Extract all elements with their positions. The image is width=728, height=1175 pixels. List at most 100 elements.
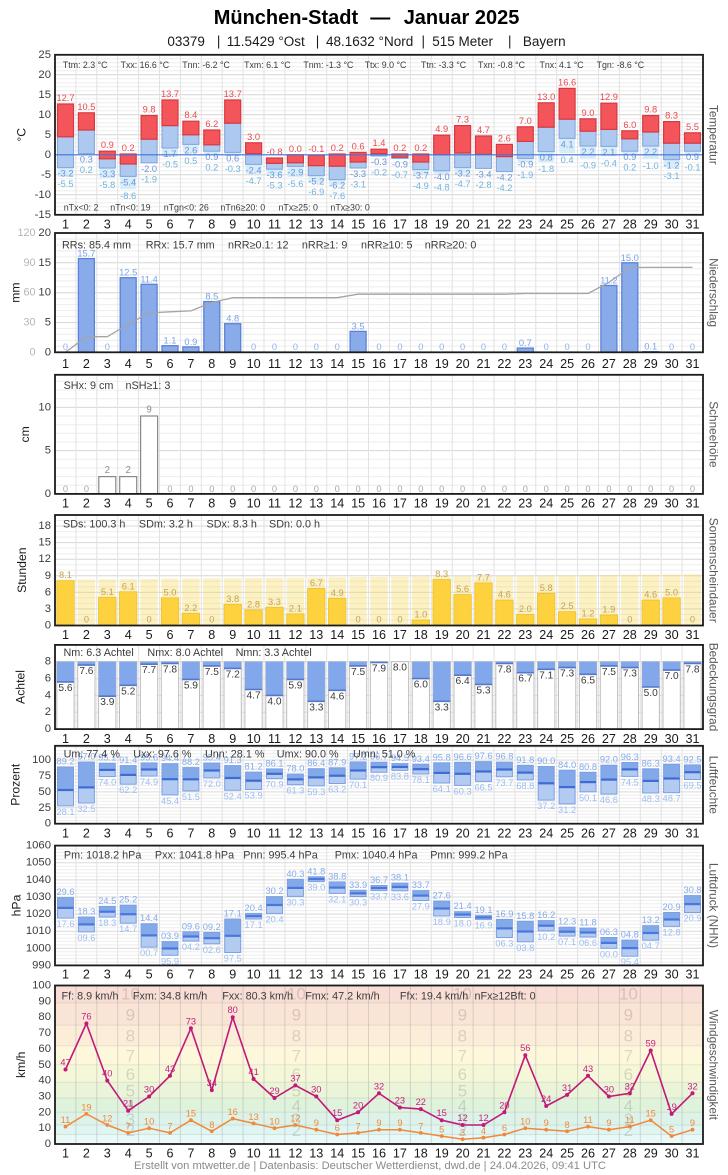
svg-text:48.1632 °Nord: 48.1632 °Nord — [326, 34, 413, 49]
svg-text:2: 2 — [83, 628, 90, 642]
svg-text:9: 9 — [292, 1005, 301, 1024]
svg-text:1: 1 — [62, 628, 69, 642]
svg-text:2: 2 — [83, 496, 90, 510]
svg-text:73.7: 73.7 — [495, 778, 513, 788]
svg-text:München-Stadt: München-Stadt — [214, 7, 359, 29]
svg-text:21: 21 — [476, 968, 490, 982]
svg-text:4.7: 4.7 — [477, 125, 490, 135]
svg-text:6.1: 6.1 — [122, 581, 135, 591]
svg-text:3: 3 — [45, 603, 51, 615]
svg-text:89.2: 89.2 — [56, 757, 74, 767]
svg-text:18.3: 18.3 — [77, 907, 95, 917]
svg-text:94.4: 94.4 — [161, 753, 179, 763]
svg-text:33.7: 33.7 — [412, 880, 430, 890]
svg-text:6: 6 — [502, 1123, 507, 1133]
svg-text:2.1: 2.1 — [602, 147, 615, 157]
svg-text:4: 4 — [126, 1097, 135, 1116]
svg-text:91.4: 91.4 — [119, 755, 137, 765]
svg-text:Bedeckungsgrad: Bedeckungsgrad — [707, 643, 721, 732]
svg-text:14.4: 14.4 — [140, 913, 158, 923]
svg-text:0.6: 0.6 — [352, 141, 365, 151]
svg-text:2: 2 — [126, 465, 131, 476]
svg-text:78.1: 78.1 — [412, 775, 430, 785]
svg-text:0: 0 — [376, 484, 381, 494]
svg-text:6.7: 6.7 — [518, 674, 532, 685]
svg-text:3: 3 — [104, 827, 111, 841]
svg-text:27: 27 — [602, 968, 616, 982]
svg-text:8: 8 — [45, 656, 51, 668]
svg-text:23: 23 — [518, 628, 532, 642]
svg-text:12.9: 12.9 — [600, 92, 618, 102]
svg-text:26: 26 — [581, 732, 595, 746]
svg-text:0: 0 — [690, 342, 695, 352]
svg-text:8.1: 8.1 — [59, 570, 72, 580]
svg-text:6: 6 — [292, 1065, 301, 1084]
svg-text:40: 40 — [38, 1075, 51, 1087]
svg-text:23: 23 — [518, 1146, 532, 1160]
svg-text:12: 12 — [288, 1146, 302, 1160]
svg-text:13: 13 — [309, 827, 323, 841]
svg-text:60: 60 — [38, 1043, 51, 1055]
svg-text:0: 0 — [167, 484, 172, 494]
svg-text:31: 31 — [685, 827, 699, 841]
svg-text:-0.3: -0.3 — [371, 157, 387, 167]
svg-text:25: 25 — [560, 732, 574, 746]
svg-text:70: 70 — [38, 1027, 51, 1039]
svg-text:14: 14 — [330, 1146, 344, 1160]
svg-text:30: 30 — [665, 217, 679, 231]
svg-text:4: 4 — [292, 1097, 301, 1116]
svg-text:18: 18 — [414, 827, 428, 841]
svg-text:0: 0 — [502, 484, 507, 494]
svg-text:40: 40 — [102, 1069, 112, 1079]
svg-text:0: 0 — [293, 484, 298, 494]
svg-text:8: 8 — [208, 1146, 215, 1160]
svg-text:Niederschlag: Niederschlag — [707, 258, 721, 327]
svg-text:59.3: 59.3 — [307, 787, 325, 797]
svg-text:22: 22 — [416, 1097, 426, 1107]
svg-text:96.3: 96.3 — [621, 752, 639, 762]
svg-text:25: 25 — [560, 217, 574, 231]
svg-text:0: 0 — [439, 342, 444, 352]
svg-text:5: 5 — [146, 217, 153, 231]
svg-text:11: 11 — [268, 1146, 281, 1160]
svg-text:4: 4 — [125, 217, 132, 231]
svg-text:17.1: 17.1 — [245, 920, 263, 930]
svg-text:Ff: 8.9 km/h: Ff: 8.9 km/h — [62, 991, 119, 1003]
svg-text:95.4: 95.4 — [621, 957, 639, 967]
svg-text:nTx<0: 2: nTx<0: 2 — [64, 203, 99, 213]
svg-text:17: 17 — [393, 827, 407, 841]
svg-text:990: 990 — [32, 959, 51, 971]
svg-text:30: 30 — [311, 1085, 321, 1095]
svg-text:0: 0 — [502, 342, 507, 352]
svg-text:9: 9 — [229, 732, 236, 746]
svg-text:90: 90 — [38, 995, 51, 1007]
svg-text:19: 19 — [435, 357, 449, 371]
svg-text:12: 12 — [102, 1114, 112, 1124]
svg-text:40.3: 40.3 — [286, 869, 304, 879]
svg-text:00.0: 00.0 — [600, 949, 618, 959]
svg-text:-3.4: -3.4 — [475, 169, 491, 179]
svg-text:Fmx: 47.2 km/h: Fmx: 47.2 km/h — [305, 991, 379, 1003]
svg-text:15: 15 — [38, 537, 51, 549]
svg-text:-0.2: -0.2 — [371, 168, 387, 178]
svg-text:11: 11 — [268, 357, 281, 371]
svg-text:83.8: 83.8 — [391, 771, 409, 781]
svg-text:68.8: 68.8 — [516, 781, 534, 791]
svg-text:3: 3 — [624, 1110, 633, 1129]
svg-text:10: 10 — [247, 496, 261, 510]
svg-text:-0.1: -0.1 — [308, 144, 324, 154]
svg-text:0: 0 — [45, 723, 51, 735]
svg-text:22: 22 — [497, 357, 511, 371]
svg-text:30: 30 — [665, 496, 679, 510]
svg-text:Txn: -0.8 °C: Txn: -0.8 °C — [478, 60, 526, 70]
svg-text:4: 4 — [125, 357, 132, 371]
svg-text:28: 28 — [623, 1146, 637, 1160]
svg-text:97.0: 97.0 — [77, 752, 95, 762]
svg-text:19: 19 — [435, 968, 449, 982]
svg-text:6: 6 — [624, 1065, 633, 1084]
svg-text:18: 18 — [414, 628, 428, 642]
svg-text:7: 7 — [356, 1121, 361, 1131]
svg-text:16.6: 16.6 — [558, 77, 576, 87]
svg-text:mm: mm — [9, 282, 23, 302]
svg-text:28: 28 — [623, 628, 637, 642]
